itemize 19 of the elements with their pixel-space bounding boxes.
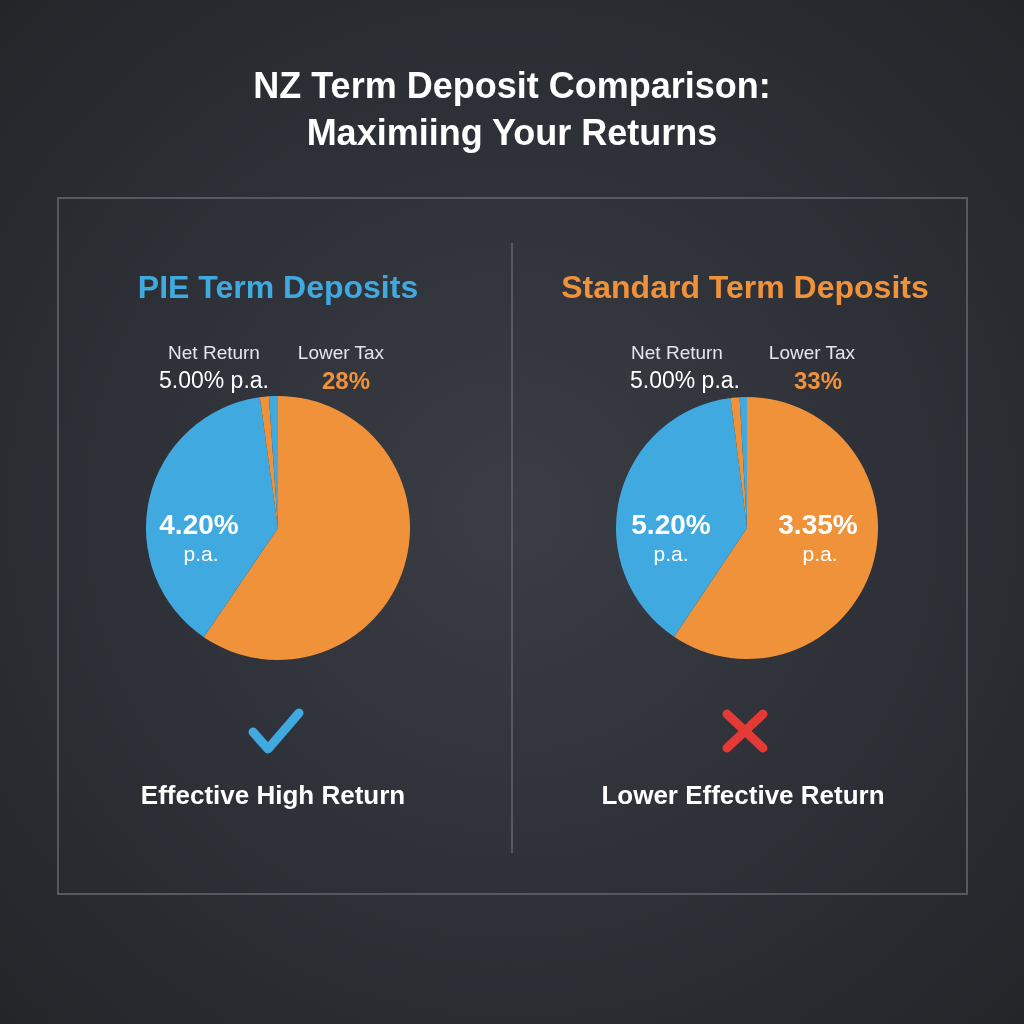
text: p.a.: [183, 541, 219, 565]
text: 33%: [793, 367, 843, 394]
text: p.a.: [802, 541, 838, 565]
text: Net Return: [168, 341, 260, 363]
text: 3.35%: [778, 509, 858, 540]
text: 5.00% p.a.: [159, 366, 269, 393]
text: Effective High Return: [140, 780, 406, 810]
chart-title: Standard Term Deposits: [561, 269, 929, 305]
text: Lower Tax: [768, 341, 856, 363]
text: 5.00% p.a.: [630, 366, 740, 393]
text: 5.20%: [631, 509, 711, 540]
text: Lower Tax: [297, 341, 385, 363]
text: p.a.: [653, 541, 689, 565]
text: NZ Term Deposit Comparison: Maximiing Your Returns: [252, 64, 772, 155]
text: Net Return: [631, 341, 723, 363]
chart-title: PIE Term Deposits: [137, 269, 419, 305]
text: 28%: [321, 367, 371, 394]
text: Lower Effective Return: [601, 780, 885, 810]
text: 4.20%: [159, 509, 239, 540]
